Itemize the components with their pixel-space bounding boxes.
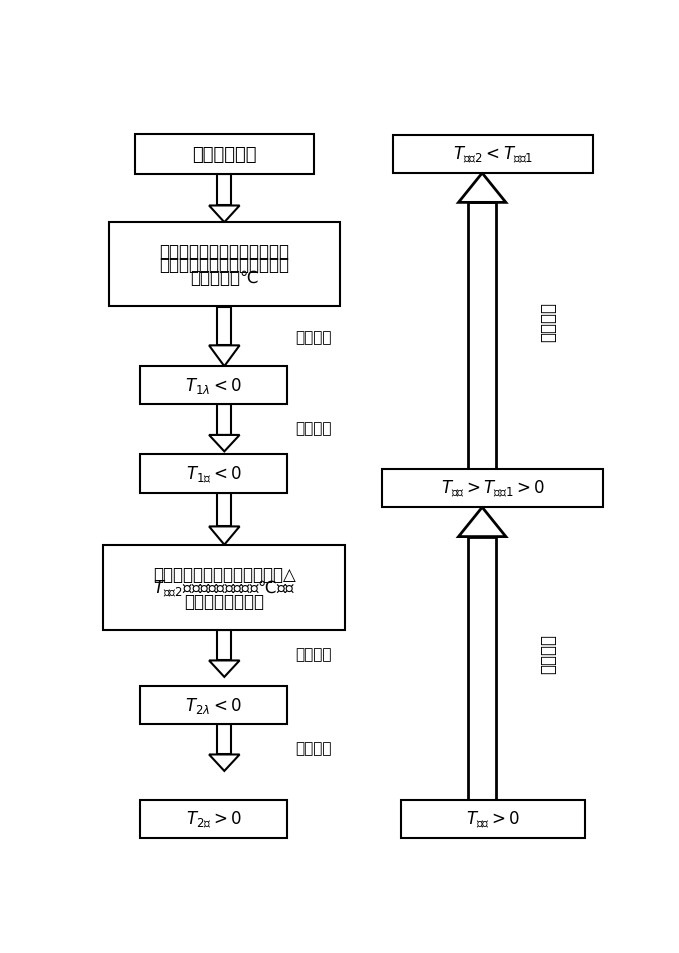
Polygon shape — [458, 508, 506, 537]
FancyBboxPatch shape — [140, 686, 287, 724]
FancyBboxPatch shape — [401, 800, 585, 838]
Text: 过热度为１℃: 过热度为１℃ — [190, 269, 259, 287]
Text: 一级蒸发: 一级蒸发 — [295, 421, 332, 436]
Polygon shape — [217, 630, 231, 660]
Text: $T_{2\text{出}}>0$: $T_{2\text{出}}>0$ — [186, 808, 242, 829]
Polygon shape — [469, 203, 496, 470]
Polygon shape — [209, 755, 240, 771]
Text: $T_{回风}>T_{出风1}>0$: $T_{回风}>T_{出风1}>0$ — [441, 478, 545, 499]
Polygon shape — [209, 436, 240, 452]
Text: 二级节流: 二级节流 — [295, 646, 332, 661]
Text: 制冷降温: 制冷降温 — [539, 302, 557, 341]
Text: $T_{目标2}$，用整体温度高于０℃冷媒: $T_{目标2}$，用整体温度高于０℃冷媒 — [153, 578, 295, 598]
FancyBboxPatch shape — [140, 367, 287, 405]
Polygon shape — [209, 346, 240, 367]
FancyBboxPatch shape — [382, 470, 603, 508]
FancyBboxPatch shape — [140, 455, 287, 493]
FancyBboxPatch shape — [392, 135, 593, 173]
Text: 二级蒸发: 二级蒸发 — [295, 740, 332, 755]
Polygon shape — [209, 527, 240, 545]
Text: 一级节流: 一级节流 — [295, 330, 332, 345]
Polygon shape — [217, 724, 231, 755]
Text: $T_{1\text{出}}<0$: $T_{1\text{出}}<0$ — [186, 463, 242, 484]
Text: 常规制冷模式: 常规制冷模式 — [192, 146, 257, 164]
Text: $T_{1\lambda}<0$: $T_{1\lambda}<0$ — [185, 375, 242, 395]
Polygon shape — [217, 493, 231, 527]
Text: 预冷除湿: 预冷除湿 — [539, 634, 557, 674]
Polygon shape — [209, 660, 240, 678]
FancyBboxPatch shape — [135, 134, 314, 175]
Polygon shape — [469, 537, 496, 800]
Polygon shape — [458, 173, 506, 203]
Polygon shape — [217, 175, 231, 206]
Text: 闭．第一节流装置的目标制冷: 闭．第一节流装置的目标制冷 — [160, 255, 289, 274]
Polygon shape — [217, 405, 231, 436]
Polygon shape — [209, 206, 240, 223]
Text: $T_{出风2}<T_{出风1}$: $T_{出风2}<T_{出风1}$ — [453, 145, 533, 165]
Text: $T_{回风}>0$: $T_{回风}>0$ — [466, 808, 520, 829]
Text: 给循环风预冷除湿: 给循环风预冷除湿 — [184, 592, 264, 610]
Text: 第一节流装置打开，旁通阀关: 第一节流装置打开，旁通阀关 — [160, 242, 289, 260]
FancyBboxPatch shape — [109, 223, 340, 307]
Polygon shape — [217, 308, 231, 346]
Text: $T_{2\lambda}<0$: $T_{2\lambda}<0$ — [185, 695, 242, 715]
Text: 第二节流装置设定目标过热度△: 第二节流装置设定目标过热度△ — [153, 565, 295, 583]
FancyBboxPatch shape — [103, 545, 346, 630]
FancyBboxPatch shape — [140, 800, 287, 838]
